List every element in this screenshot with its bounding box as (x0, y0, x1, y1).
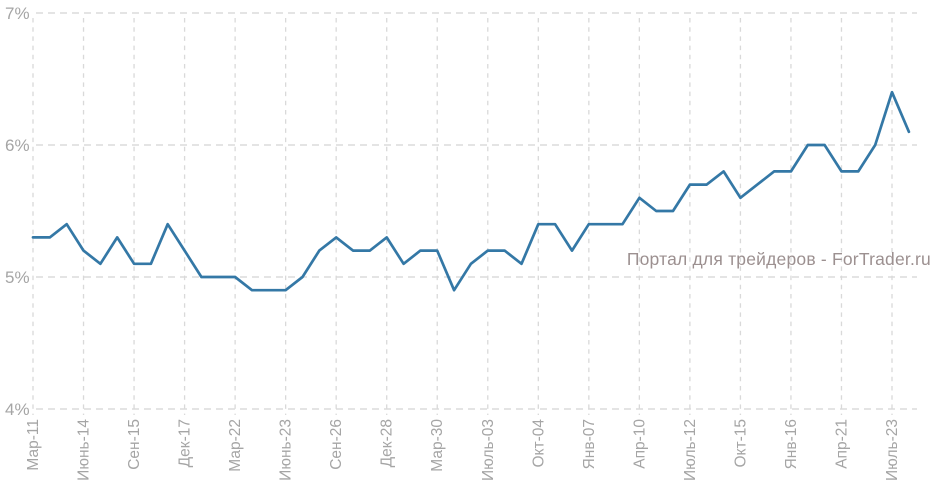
x-axis-label: Дек-17 (177, 419, 194, 467)
x-axis-label: Окт-15 (732, 419, 749, 468)
x-axis-label: Дек-28 (379, 419, 396, 467)
x-axis-label: Янв-07 (581, 419, 598, 469)
x-axis-label: Апр-21 (833, 419, 850, 469)
y-axis-label: 7% (5, 4, 30, 23)
series-line (31, 90, 911, 292)
x-axis-label: Июль-03 (480, 419, 497, 481)
y-axis-label: 6% (5, 136, 30, 155)
x-axis-label: Сен-26 (328, 419, 345, 470)
x-axis-label: Июнь-23 (278, 419, 295, 481)
x-axis-label: Июнь-14 (76, 419, 93, 481)
x-axis-label: Мар-30 (429, 419, 446, 472)
x-axis-label: Сен-15 (126, 419, 143, 470)
y-axis-label: 4% (5, 400, 30, 419)
x-axis-label: Янв-16 (783, 419, 800, 469)
x-axis-label: Мар-11 (25, 419, 42, 471)
x-axis-label: Апр-10 (631, 419, 648, 469)
x-axis-label: Июль-12 (682, 419, 699, 481)
x-axis-label: Мар-22 (227, 419, 244, 472)
x-axis-label: Окт-04 (530, 419, 547, 468)
y-axis-label: 5% (5, 268, 30, 287)
x-axis-label: Июль-23 (884, 419, 901, 481)
watermark: Портал для трейдеров - ForTrader.ru (626, 249, 931, 269)
